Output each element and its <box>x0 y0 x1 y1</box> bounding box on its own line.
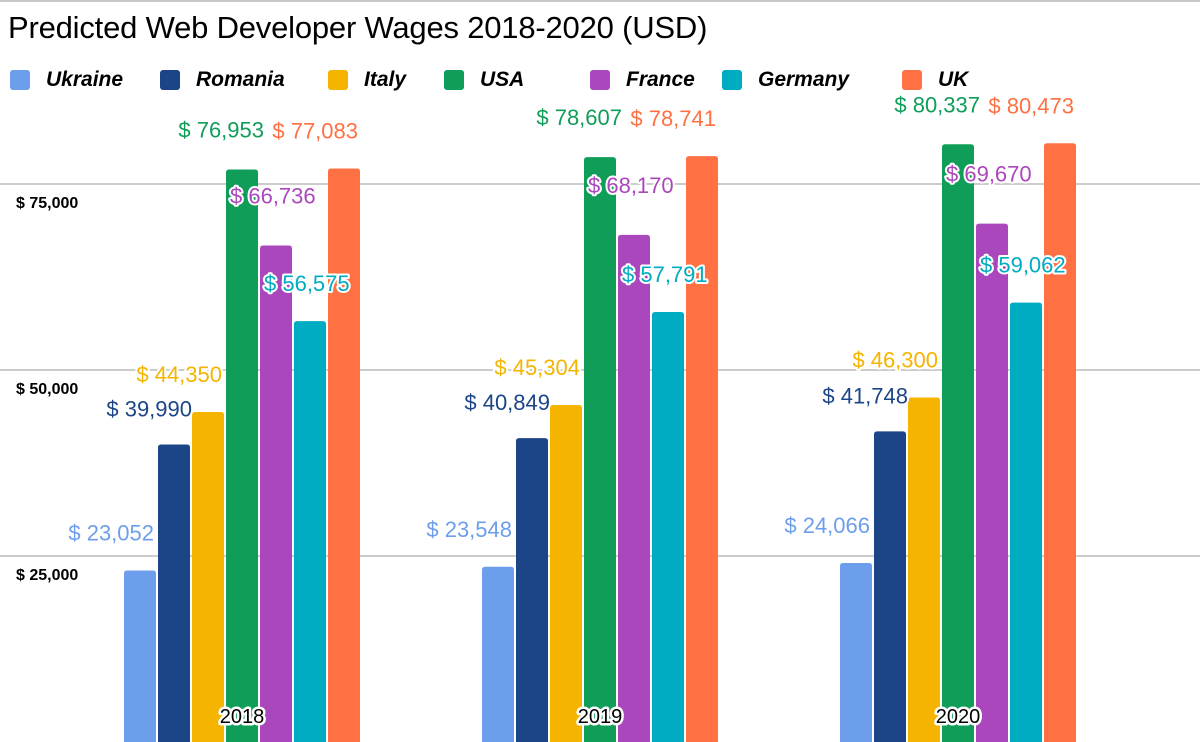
legend-label: Germany <box>758 68 850 91</box>
legend-item-italy[interactable]: Italy <box>328 66 406 94</box>
x-tick-label: 2018 <box>220 706 265 728</box>
bar-italy-2020[interactable] <box>908 397 940 742</box>
value-label-romania-2020: $ 41,748 <box>822 383 908 408</box>
bar-uk-2018[interactable] <box>328 168 360 742</box>
value-label-uk-2018: $ 77,083 <box>272 119 358 144</box>
bar-germany-2020[interactable] <box>1010 302 1042 742</box>
legend-item-ukraine[interactable]: Ukraine <box>10 66 123 94</box>
value-label-italy-2019: $ 45,304 <box>494 355 580 380</box>
value-label-ukraine-2019: $ 23,548 <box>426 517 512 542</box>
legend-item-usa[interactable]: USA <box>444 66 524 94</box>
legend-label: Ukraine <box>46 68 124 91</box>
bar-usa-2019[interactable] <box>584 157 616 742</box>
legend-label: Italy <box>364 68 407 91</box>
x-tick-label: 2020 <box>936 706 981 728</box>
bar-italy-2019[interactable] <box>550 404 582 742</box>
legend-label: Romania <box>196 68 285 91</box>
legend-item-france[interactable]: France <box>590 66 695 94</box>
bar-italy-2018[interactable] <box>192 412 224 742</box>
value-label-uk-2019: $ 78,741 <box>630 106 716 131</box>
y-tick-label: $ 25,000 <box>16 567 78 584</box>
value-label-usa-2018: $ 76,953 <box>178 117 264 142</box>
bar-france-2020[interactable] <box>976 223 1008 742</box>
value-label-usa-2020: $ 80,337 <box>894 92 980 117</box>
value-label-romania-2019: $ 40,849 <box>464 390 550 415</box>
legend-label: UK <box>938 68 969 91</box>
legend-swatch <box>722 70 742 90</box>
legend-label: USA <box>480 68 525 91</box>
legend-swatch <box>328 70 348 90</box>
value-labels: $ 23,052 $ 39,990 $ 44,350 $ 76,953 $ 66,736… <box>66 90 1076 547</box>
x-tick-label: 2019 <box>578 706 623 728</box>
bar-uk-2020[interactable] <box>1044 143 1076 742</box>
value-label-usa-2019: $ 78,607 <box>536 105 622 130</box>
bars <box>124 143 1076 742</box>
y-axis-ticks: $ 25,000 $ 50,000 $ 75,000 <box>16 195 78 584</box>
bar-romania-2020[interactable] <box>874 431 906 742</box>
top-border <box>0 0 1200 2</box>
bar-uk-2019[interactable] <box>686 156 718 742</box>
bar-ukraine-2018[interactable] <box>124 570 156 742</box>
value-label-ukraine-2018: $ 23,052 <box>68 520 154 545</box>
legend-item-romania[interactable]: Romania <box>160 66 285 94</box>
bar-usa-2020[interactable] <box>942 144 974 742</box>
legend-swatch <box>160 70 180 90</box>
bar-romania-2019[interactable] <box>516 438 548 742</box>
bar-ukraine-2019[interactable] <box>482 566 514 742</box>
legend-swatch <box>590 70 610 90</box>
chart-title: Predicted Web Developer Wages 2018-2020 … <box>8 10 708 45</box>
value-label-france-2018: $ 66,736 <box>230 183 316 208</box>
value-label-italy-2018: $ 44,350 <box>136 362 222 387</box>
value-label-italy-2020: $ 46,300 <box>852 348 938 373</box>
y-tick-label: $ 50,000 <box>16 381 78 398</box>
value-label-france-2019: $ 68,170 <box>588 173 674 198</box>
x-axis-labels: 2018 2019 2020 <box>217 704 983 731</box>
legend-item-germany[interactable]: Germany <box>722 66 849 94</box>
bar-usa-2018[interactable] <box>226 169 258 742</box>
legend-item-uk[interactable]: UK <box>902 66 968 94</box>
value-label-uk-2020: $ 80,473 <box>988 93 1074 118</box>
value-label-france-2020: $ 69,670 <box>946 162 1032 187</box>
legend-swatch <box>902 70 922 90</box>
value-label-ukraine-2020: $ 24,066 <box>784 513 870 538</box>
bar-germany-2018[interactable] <box>294 321 326 742</box>
legend-swatch <box>444 70 464 90</box>
bar-france-2019[interactable] <box>618 234 650 742</box>
bar-france-2018[interactable] <box>260 245 292 742</box>
bar-romania-2018[interactable] <box>158 444 190 742</box>
legend-swatch <box>10 70 30 90</box>
bar-ukraine-2020[interactable] <box>840 562 872 742</box>
value-label-romania-2018: $ 39,990 <box>106 396 192 421</box>
legend-label: France <box>626 68 695 91</box>
bar-germany-2019[interactable] <box>652 312 684 742</box>
y-tick-label: $ 75,000 <box>16 195 78 212</box>
value-label-germany-2020: $ 59,062 <box>980 253 1066 278</box>
value-label-germany-2018: $ 56,575 <box>264 271 350 296</box>
value-label-germany-2019: $ 57,791 <box>622 262 708 287</box>
